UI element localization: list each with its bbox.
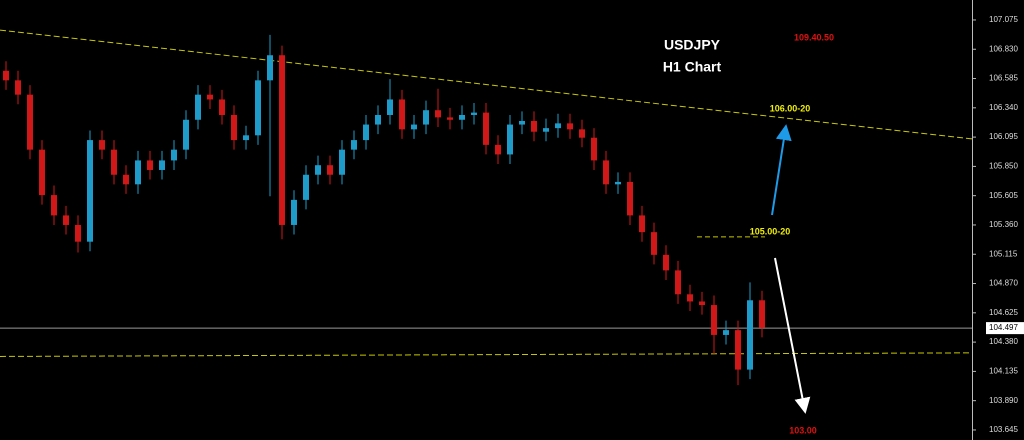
candle-body xyxy=(363,124,369,141)
candle-body xyxy=(123,174,129,185)
candle-body xyxy=(711,305,717,335)
candle-body xyxy=(327,165,333,175)
candle-body xyxy=(483,112,489,145)
candle-body xyxy=(51,195,57,216)
candle-body xyxy=(303,174,309,200)
candle-body xyxy=(519,120,525,125)
trendline xyxy=(0,29,973,140)
annotation: 105.00-20 xyxy=(750,226,791,236)
candle-body xyxy=(231,114,237,141)
chart-title: USDJPY xyxy=(664,37,721,53)
current-price-label: 104.497 xyxy=(989,323,1018,332)
candle-body xyxy=(639,215,645,233)
candle-body xyxy=(111,149,117,175)
candle-body xyxy=(699,301,705,306)
candle-body xyxy=(195,94,201,120)
annotation: 106.00-20 xyxy=(770,103,811,113)
candle-body xyxy=(207,94,213,100)
candle-body xyxy=(471,112,477,115)
candle-body xyxy=(387,99,393,115)
candle-body xyxy=(651,232,657,255)
y-tick-label: 104.380 xyxy=(989,337,1018,346)
candle-body xyxy=(183,119,189,150)
y-tick-label: 106.585 xyxy=(989,74,1018,83)
candle-body xyxy=(39,149,45,196)
current-price-box xyxy=(986,322,1024,335)
y-tick-label: 106.830 xyxy=(989,44,1018,53)
candle-body xyxy=(567,123,573,130)
candle-body xyxy=(351,140,357,150)
candle-body xyxy=(375,114,381,125)
y-tick-label: 105.115 xyxy=(989,249,1018,258)
candle-body xyxy=(531,120,537,132)
plot-area xyxy=(0,29,973,386)
candle-body xyxy=(3,70,9,81)
candle-body xyxy=(339,149,345,175)
candle-body xyxy=(147,160,153,170)
candle-body xyxy=(663,254,669,271)
down-arrow xyxy=(774,257,811,414)
candle-body xyxy=(99,140,105,150)
y-tick-label: 105.360 xyxy=(989,220,1018,229)
candle-body xyxy=(291,199,297,225)
candle-body xyxy=(27,94,33,150)
candle-body xyxy=(75,224,81,242)
candle-body xyxy=(267,55,273,81)
candle-body xyxy=(219,99,225,115)
chart-subtitle: H1 Chart xyxy=(663,59,722,75)
candle-body xyxy=(675,270,681,295)
annotation: 103.00 xyxy=(789,425,817,435)
y-tick-label: 106.095 xyxy=(989,132,1018,141)
candle-body xyxy=(63,215,69,225)
candle-body xyxy=(495,144,501,155)
candle-body xyxy=(459,114,465,120)
y-tick-label: 104.870 xyxy=(989,279,1018,288)
candle-body xyxy=(543,128,549,132)
candle-body xyxy=(723,330,729,335)
candle-body xyxy=(135,160,141,185)
y-tick-label: 105.850 xyxy=(989,161,1018,170)
candle-body xyxy=(591,137,597,161)
candle-body xyxy=(555,123,561,129)
y-tick-label: 106.340 xyxy=(989,103,1018,112)
up-arrow xyxy=(771,124,792,216)
candle-body xyxy=(423,110,429,125)
candle-body xyxy=(759,300,765,328)
candle-body xyxy=(255,80,261,136)
y-tick-label: 107.075 xyxy=(989,15,1018,24)
candle-body xyxy=(399,99,405,130)
candle-body xyxy=(579,129,585,138)
y-tick-label: 104.625 xyxy=(989,308,1018,317)
candle-body xyxy=(627,181,633,216)
candle-body xyxy=(735,330,741,370)
candle-body xyxy=(603,160,609,185)
candle-body xyxy=(315,165,321,175)
candle-body xyxy=(687,294,693,302)
candle-body xyxy=(507,124,513,155)
y-tick-label: 103.645 xyxy=(989,425,1018,434)
y-tick-label: 103.890 xyxy=(989,396,1018,405)
candle-body xyxy=(411,124,417,130)
candle-body xyxy=(279,55,285,225)
candle-body xyxy=(171,149,177,161)
candle-body xyxy=(435,110,441,118)
y-tick-label: 104.135 xyxy=(989,366,1018,375)
candle-body xyxy=(159,160,165,170)
candle-body xyxy=(747,300,753,370)
candle-body xyxy=(15,80,21,95)
candle-body xyxy=(243,135,249,141)
candle-body xyxy=(447,117,453,120)
trendline xyxy=(0,352,973,357)
annotation: 109.40.50 xyxy=(794,32,834,42)
candle-body xyxy=(615,181,621,185)
y-tick-label: 105.605 xyxy=(989,191,1018,200)
candle-body xyxy=(87,140,93,242)
